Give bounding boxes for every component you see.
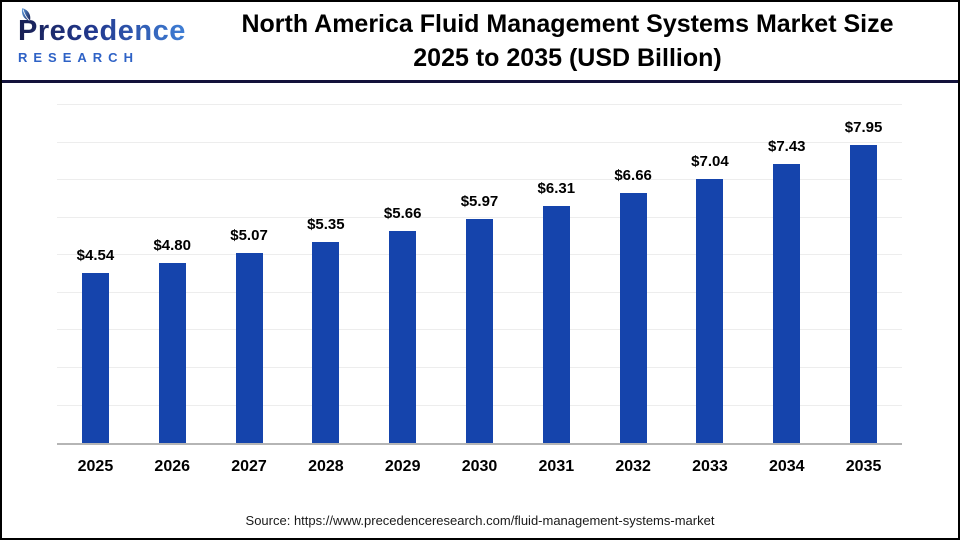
- bar-2031: [542, 206, 570, 443]
- bar-2033: [696, 178, 724, 443]
- bar-value-label: $4.80: [153, 236, 191, 254]
- header: Precedence RESEARCH North America Fluid …: [2, 2, 958, 83]
- bar-2030: [466, 219, 493, 443]
- gridline: [57, 179, 902, 181]
- brand-logo: Precedence RESEARCH: [2, 8, 187, 65]
- bar-value-label: $7.95: [844, 118, 883, 136]
- x-axis-label-2032: 2032: [615, 458, 651, 475]
- footer: Source: https://www.precedenceresearch.c…: [2, 513, 958, 528]
- chart-title-line1: North America Fluid Management Systems M…: [241, 10, 894, 38]
- x-axis-label-2035: 2035: [845, 458, 882, 475]
- x-axis-label-2031: 2031: [538, 458, 575, 475]
- chart-title: North America Fluid Management Systems M…: [187, 7, 958, 75]
- x-axis-label-2025: 2025: [77, 458, 114, 475]
- x-axis-label-2030: 2030: [461, 458, 498, 475]
- bar-2032: [619, 193, 647, 443]
- x-axis-label-2027: 2027: [231, 458, 267, 475]
- source-note: Source: https://www.precedenceresearch.c…: [245, 513, 715, 528]
- bar-2029: [389, 230, 417, 443]
- plot-area: $4.54 $4.80 $5.07 $5.35 $5.66 $5.97 $6.31 $6.66…: [57, 95, 902, 445]
- gridline: [57, 104, 902, 106]
- leaf-icon: [21, 8, 31, 21]
- chart-title-line2: 2025 to 2035 (USD Billion): [413, 44, 722, 72]
- bar-value-label: $6.66: [614, 167, 652, 185]
- bar-value-label: $7.43: [767, 138, 806, 156]
- gridline: [57, 141, 902, 143]
- brand-subtitle: RESEARCH: [18, 50, 139, 65]
- gridline: [57, 216, 902, 218]
- bar-2035: [850, 144, 878, 443]
- bar-value-label: $5.97: [460, 193, 499, 211]
- brand-name: Precedence: [18, 15, 186, 47]
- bar-value-label: $5.07: [230, 226, 268, 244]
- bar-value-label: $6.31: [537, 180, 576, 198]
- x-axis-label-2033: 2033: [692, 458, 728, 475]
- x-axis-label-2034: 2034: [768, 458, 805, 475]
- bar-2034: [773, 164, 801, 443]
- bar-value-label: $5.66: [383, 204, 422, 222]
- bar-2028: [312, 242, 340, 443]
- x-axis-label-2028: 2028: [308, 458, 344, 475]
- bar-2027: [235, 252, 263, 443]
- x-axis-label-2026: 2026: [154, 458, 191, 475]
- bar-value-label: $4.54: [76, 246, 115, 264]
- bar-2026: [158, 262, 186, 443]
- bar-value-label: $5.35: [307, 216, 345, 234]
- x-axis-labels: 2025 2026 2027 2028 2029 2030 2031 2032 2033 2034…: [57, 458, 902, 480]
- x-axis-label-2029: 2029: [384, 458, 421, 475]
- bar-value-label: $7.04: [691, 152, 729, 170]
- bar-2025: [81, 272, 109, 443]
- brand-logo-row: Precedence: [18, 8, 187, 47]
